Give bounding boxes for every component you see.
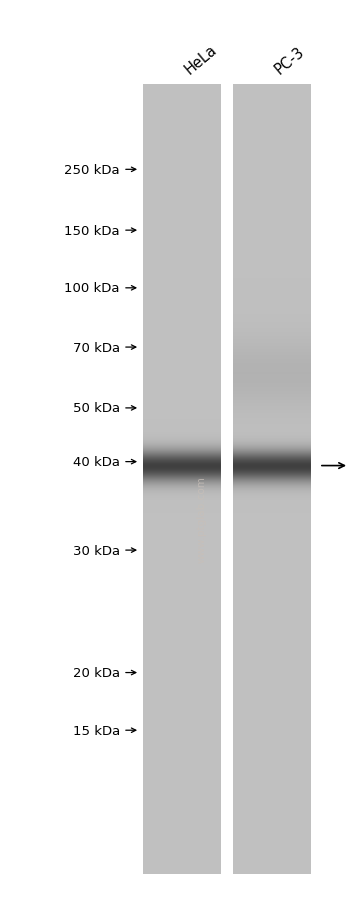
Text: 150 kDa: 150 kDa <box>64 225 120 237</box>
Text: 20 kDa: 20 kDa <box>73 667 120 679</box>
Text: 40 kDa: 40 kDa <box>73 456 120 469</box>
Text: 250 kDa: 250 kDa <box>64 163 120 177</box>
Text: www.ptglab.com: www.ptglab.com <box>197 475 207 562</box>
Text: 30 kDa: 30 kDa <box>73 544 120 557</box>
Text: 50 kDa: 50 kDa <box>73 402 120 415</box>
Text: 70 kDa: 70 kDa <box>73 341 120 354</box>
Bar <box>233 85 311 874</box>
Bar <box>143 85 221 874</box>
Text: HeLa: HeLa <box>182 41 220 77</box>
Text: PC-3: PC-3 <box>272 44 307 77</box>
Text: 15 kDa: 15 kDa <box>73 724 120 737</box>
Text: 100 kDa: 100 kDa <box>64 282 120 295</box>
